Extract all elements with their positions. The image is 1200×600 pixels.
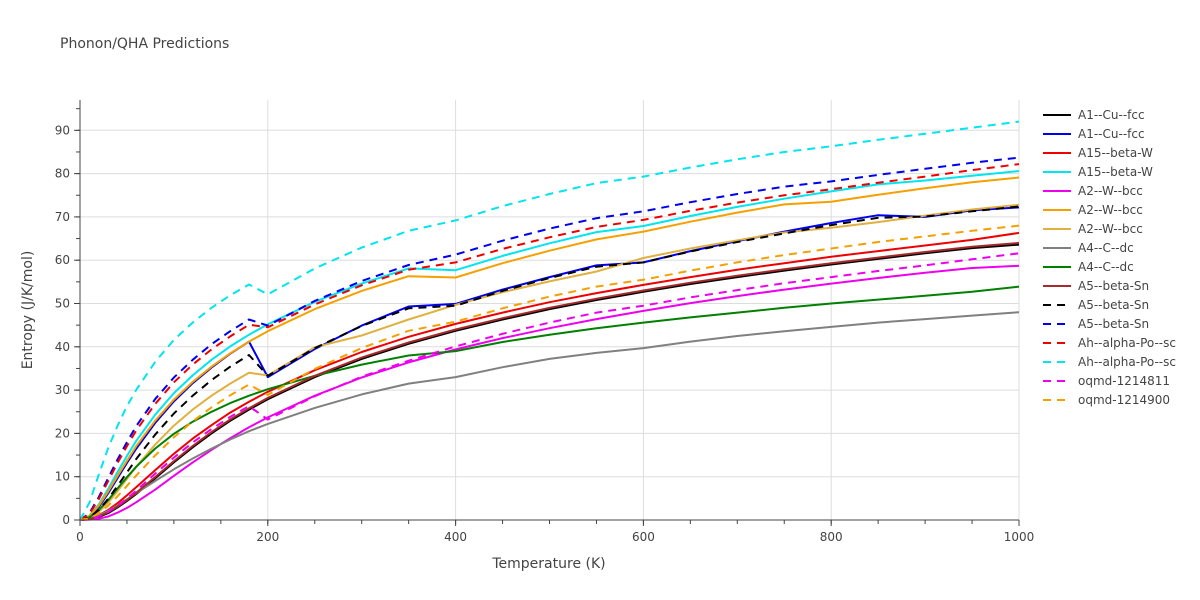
legend-label: A1--Cu--fcc <box>1078 108 1145 122</box>
series-line <box>79 205 1020 521</box>
x-axis-label: Temperature (K) <box>491 556 605 572</box>
legend-label: Ah--alpha-Po--sc <box>1078 355 1176 369</box>
y-tick-label: 10 <box>55 470 70 484</box>
x-tick-label: 200 <box>256 530 279 544</box>
legend-label: A15--beta-W <box>1078 165 1153 179</box>
series-line <box>79 264 1020 521</box>
legend-label: oqmd-1214900 <box>1078 393 1170 407</box>
x-tick-label: 600 <box>632 530 655 544</box>
legend-label: A2--W--bcc <box>1078 184 1143 198</box>
y-tick-label: 70 <box>55 210 70 224</box>
x-tick-label: 1000 <box>1004 530 1035 544</box>
series-line <box>79 170 1020 521</box>
axes: 0 200 400 600 800 1000 0 10 20 30 40 50 60 70 80 90 <box>55 100 1035 544</box>
series-line <box>79 252 1020 521</box>
x-tick-label: 0 <box>76 530 84 544</box>
x-tick-label: 400 <box>444 530 467 544</box>
y-tick-label: 40 <box>55 340 70 354</box>
legend-label: A1--Cu--fcc <box>1078 127 1145 141</box>
legend-label: A2--W--bcc <box>1078 203 1143 217</box>
legend-label: oqmd-1214811 <box>1078 374 1170 388</box>
series-line <box>79 156 1020 521</box>
chart-title: Phonon/QHA Predictions <box>60 36 230 52</box>
series-line <box>79 243 1020 521</box>
y-axis-label: Entropy (J/K/mol) <box>20 251 36 370</box>
series-line <box>79 231 1020 521</box>
y-tick-label: 50 <box>55 297 70 311</box>
series-line <box>79 224 1020 521</box>
y-tick-label: 80 <box>55 167 70 181</box>
series-line <box>79 241 1020 521</box>
legend-label: A2--W--bcc <box>1078 222 1143 236</box>
y-tick-label: 20 <box>55 426 70 440</box>
series-line <box>79 163 1020 521</box>
y-tick-label: 30 <box>55 383 70 397</box>
series-lines <box>79 120 1020 521</box>
legend-label: A15--beta-W <box>1078 146 1153 160</box>
series-line <box>79 176 1020 521</box>
y-tick-label: 90 <box>55 123 70 137</box>
legend-label: A4--C--dc <box>1078 260 1134 274</box>
legend-label: Ah--alpha-Po--sc <box>1078 336 1176 350</box>
series-line <box>79 206 1020 521</box>
legend-label: A5--beta-Sn <box>1078 317 1149 331</box>
legend-label: A5--beta-Sn <box>1078 279 1149 293</box>
legend: A1--Cu--fcc A1--Cu--fcc A15--beta-W A15--be… <box>1043 108 1176 407</box>
minor-ticks <box>76 108 973 524</box>
series-line <box>79 120 1020 521</box>
legend-label: A4--C--dc <box>1078 241 1134 255</box>
legend-label: A5--beta-Sn <box>1078 298 1149 312</box>
series-line <box>79 285 1020 521</box>
y-tick-label: 60 <box>55 253 70 267</box>
y-tick-label: 0 <box>62 513 70 527</box>
x-tick-label: 800 <box>820 530 843 544</box>
